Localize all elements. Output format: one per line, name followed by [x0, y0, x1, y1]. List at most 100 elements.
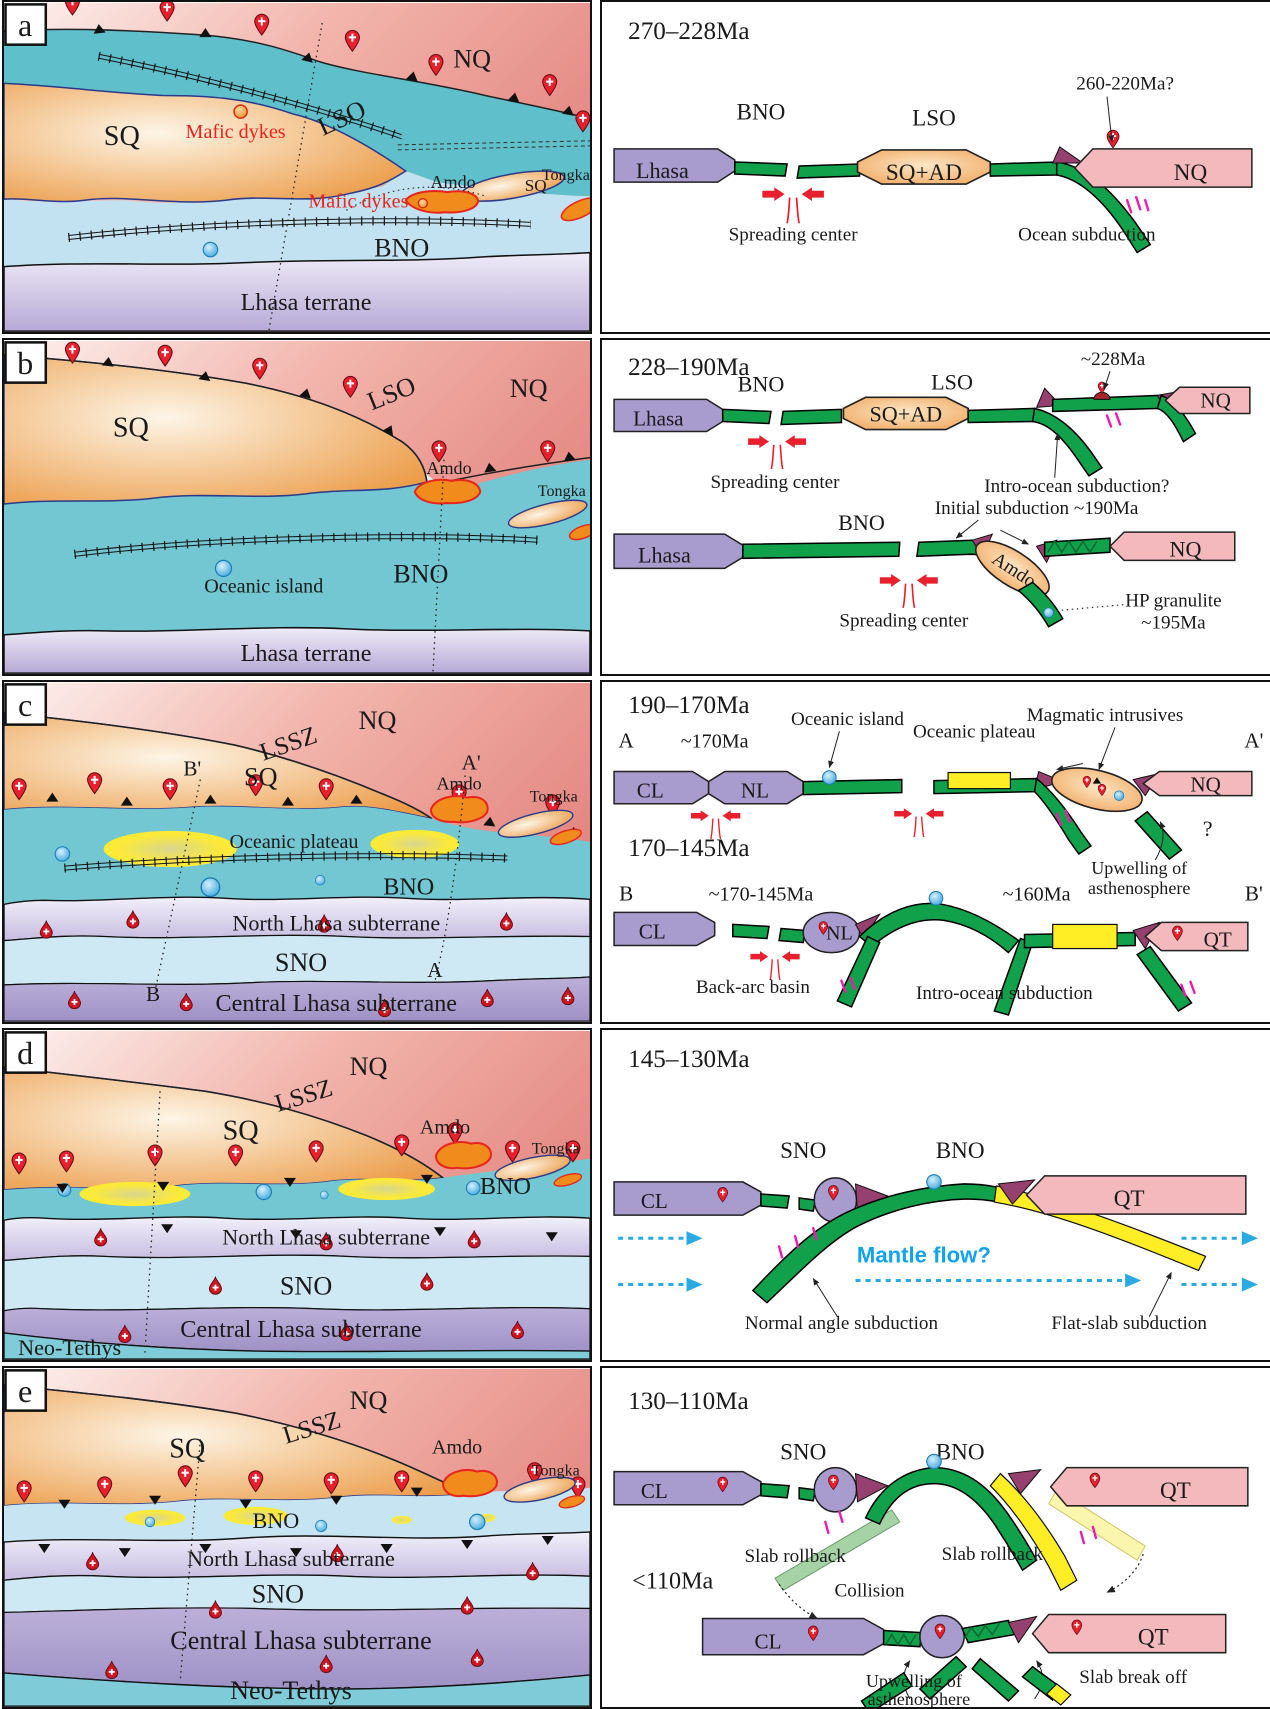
- label-oceanic-island: Oceanic island: [791, 709, 904, 730]
- tag-box: [4, 683, 48, 726]
- label-nq: NQ: [350, 1052, 388, 1081]
- label-central-lhasa: Central Lhasa subterrane: [170, 1626, 431, 1655]
- island-leader: [828, 731, 840, 768]
- oceanic-plateau: [391, 1515, 412, 1524]
- orange-sliver: [553, 1173, 583, 1187]
- qt-block: [1025, 1175, 1247, 1215]
- sno-microblock: [813, 1466, 858, 1513]
- accretionary-wedge: [1007, 1468, 1042, 1495]
- oceanic-island-icon: [314, 874, 326, 886]
- nl-block: [707, 770, 804, 805]
- label-amdo: Amdo: [430, 172, 475, 192]
- panel-tag-b: b: [17, 345, 33, 381]
- section-title: 228–190Ma: [628, 354, 749, 381]
- motion-arrow: [1000, 529, 1029, 545]
- label-upwelling-2: asthenosphere: [868, 1689, 971, 1707]
- magma-ticks: [824, 1510, 1098, 1545]
- label-tongka: Tongka: [530, 789, 578, 806]
- age-leader: [1103, 371, 1111, 390]
- ocean-crust: [796, 163, 861, 179]
- bno-ocean-region: [4, 806, 590, 905]
- accretionary-wedge: [1051, 146, 1085, 164]
- label-lhasa-terrane: Lhasa terrane: [241, 289, 372, 316]
- oceanic-island-icon: [821, 770, 837, 785]
- label-normal-subduction: Normal angle subduction: [745, 1313, 939, 1334]
- label-hp-age: ~195Ma: [1141, 613, 1206, 634]
- spreading-center-icon: [761, 186, 825, 225]
- sq-region: [4, 82, 408, 203]
- label-cl-2: CL: [639, 920, 666, 944]
- spreading-center-icon: [749, 950, 801, 981]
- label-amdo: Amdo: [420, 1117, 470, 1139]
- label-lhasa: Lhasa: [636, 158, 689, 183]
- label-oceanic-plateau: Oceanic plateau: [913, 721, 1036, 742]
- label-oceanic-plateau: Oceanic plateau: [229, 831, 358, 853]
- amdo-block: [974, 540, 1050, 597]
- label-nq: NQ: [510, 374, 548, 403]
- label-nq: NQ: [1174, 160, 1208, 186]
- label-question: ?: [1203, 816, 1213, 841]
- label-bno-1: BNO: [738, 371, 785, 396]
- row-c: NQ LSSZ B' SQ A' Amdo Tongka Oceanic pla…: [0, 680, 1270, 1024]
- ocean-crust: [778, 927, 807, 944]
- panel-b-map: SQ LSO NQ Amdo Tongka Oceanic island BNO…: [2, 338, 592, 676]
- collision-crust: [882, 1629, 923, 1648]
- label-lso: LSO: [931, 369, 973, 394]
- sq-ad-block: [842, 396, 969, 431]
- arc-volcano: [1093, 391, 1111, 400]
- label-age-228: ~228Ma: [1081, 349, 1146, 370]
- magma-ticks: [1105, 412, 1122, 428]
- oceanic-island-icon: [144, 1516, 156, 1528]
- label-cl-1: CL: [641, 1479, 668, 1503]
- label-rollback-1: Slab rollback: [744, 1546, 846, 1567]
- intro-leader: [1054, 433, 1061, 478]
- label-magmatic: Magmatic intrusives: [1027, 705, 1184, 726]
- amdo-region: [434, 1141, 492, 1170]
- label-north-lhasa: North Lhasa subterrane: [187, 1546, 395, 1571]
- initial-leader: [955, 519, 979, 539]
- label-b: B: [146, 982, 160, 1006]
- label-bno: BNO: [374, 234, 429, 263]
- label-hp-granulite: HP granulite: [1125, 591, 1221, 612]
- oceanic-island-icon: [465, 1180, 481, 1196]
- label-sq: SQ: [104, 121, 140, 152]
- lhasa-terrane-region: [4, 626, 590, 674]
- label-sno: SNO: [280, 1272, 332, 1301]
- spreading-center-icon: [893, 807, 945, 838]
- subducting-slab: [1136, 945, 1193, 1012]
- label-oceanic-island: Oceanic island: [204, 576, 323, 598]
- upwelling-arrow: [1154, 821, 1166, 861]
- ocean-crust: [798, 1197, 817, 1212]
- orange-sliver: [568, 524, 590, 541]
- cl-block: [613, 1181, 762, 1216]
- section-title: 130–110Ma: [628, 1388, 749, 1415]
- qt-block: [1049, 1466, 1249, 1507]
- label-intro-ocean: Intro-ocean subduction?: [984, 476, 1169, 497]
- tongka-lens: [503, 1476, 576, 1503]
- qt-block: [1144, 921, 1249, 952]
- oceanic-island-icon: [315, 1519, 328, 1532]
- panel-tag-a: a: [18, 7, 32, 43]
- bno-ridge: [67, 216, 531, 242]
- section-title-1: 190–170Ma: [628, 692, 749, 719]
- central-lhasa-region: [4, 976, 590, 1022]
- tag-box: [4, 3, 48, 46]
- label-initial-subduction: Initial subduction ~190Ma: [935, 498, 1139, 519]
- flat-slab-yellow: [989, 1472, 1078, 1592]
- label-collision: Collision: [835, 1580, 906, 1601]
- shear-arrow: [1056, 762, 1083, 771]
- subducting-slab: [1031, 407, 1104, 477]
- label-age-170: ~170Ma: [681, 730, 749, 752]
- panel-d-map: LSSZ NQ SQ Amdo Tongka BNO North Lhasa s…: [2, 1028, 592, 1362]
- label-lso: LSO: [912, 106, 956, 132]
- label-nl-1: NL: [741, 779, 769, 803]
- oceanic-island-icon: [926, 1174, 942, 1190]
- label-a: A: [427, 958, 443, 982]
- amdo-region: [441, 1469, 498, 1498]
- label-sno: SNO: [780, 1138, 826, 1164]
- bno-ridge: [64, 851, 508, 873]
- label-neo-tethys: Neo-Tethys: [18, 1335, 121, 1360]
- label-north-lhasa: North Lhasa subterrane: [222, 1224, 430, 1249]
- label-age: 260-220Ma?: [1076, 74, 1174, 95]
